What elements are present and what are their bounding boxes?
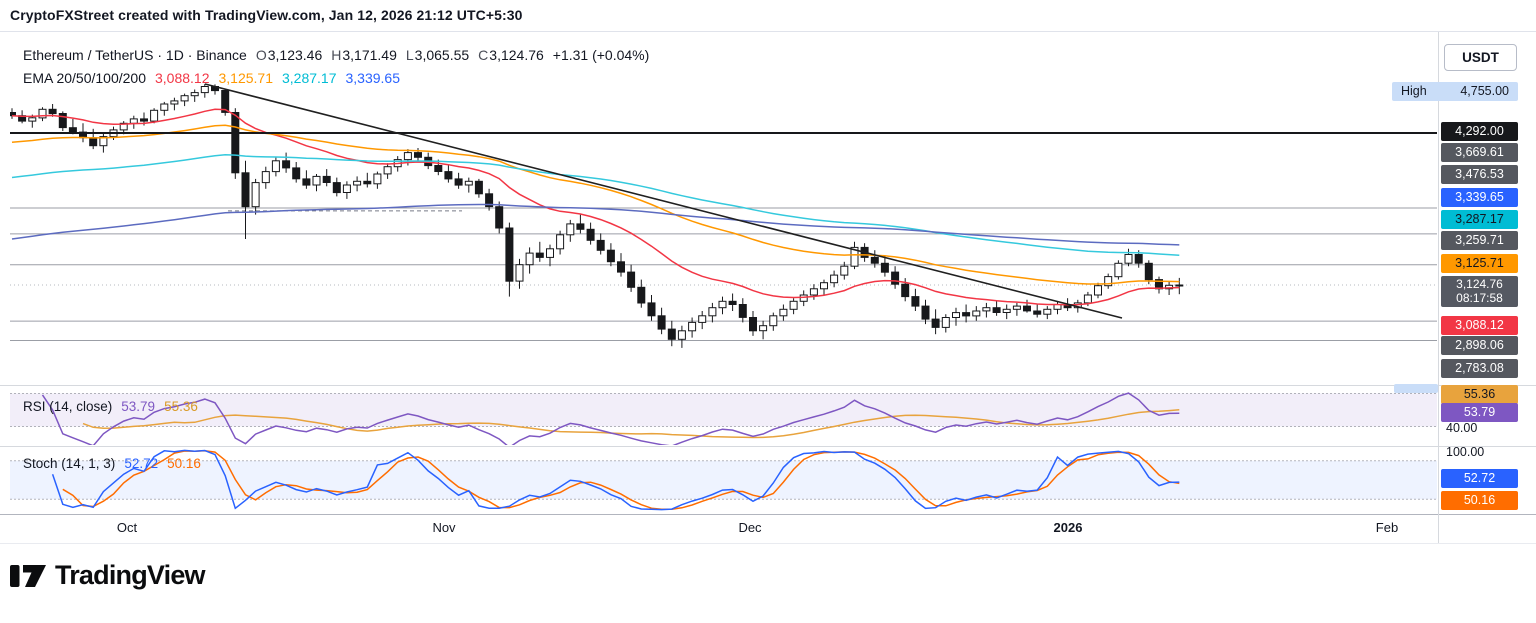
rsi-value: 53.79 [121, 399, 156, 414]
time-axis-label-nov: Nov [432, 520, 456, 535]
time-axis-label-feb: Feb [1375, 520, 1399, 535]
high-price-label-value: 4,755.00 [1460, 84, 1509, 98]
ema-legend-row[interactable]: EMA 20/50/100/200 3,088.12 3,125.71 3,28… [23, 70, 400, 86]
rsi-legend-label: RSI (14, close) [23, 399, 113, 414]
level-3476-label: 3,476.53 [1441, 164, 1518, 184]
ema200-value: 3,339.65 [345, 70, 401, 86]
level-3669-label: 3,669.61 [1441, 142, 1518, 162]
tradingview-logo-icon [10, 564, 46, 587]
ema-legend-label: EMA 20/50/100/200 [23, 70, 146, 86]
currency-toggle-button[interactable]: USDT [1444, 44, 1517, 71]
high-price-label: High 4,755.00 [1392, 81, 1518, 101]
stoch-legend-row[interactable]: Stoch (14, 1, 3) 52.72 50.16 [23, 456, 201, 471]
symbol-title: Ethereum / TetherUS · 1D · Binance [23, 47, 247, 63]
bar-countdown: 08:17:58 [1456, 291, 1503, 305]
high-price-label-prefix: High [1401, 84, 1427, 98]
level-2783-label: 2,783.08 [1441, 358, 1518, 378]
stoch-k-value: 52.72 [124, 456, 159, 471]
ema50-price-label: 3,125.71 [1441, 253, 1518, 273]
stoch-k-value-label: 52.72 [1441, 468, 1518, 488]
rsi-40-label: 40.00 [1446, 421, 1478, 435]
attribution-text: CryptoFXStreet created with TradingView.… [10, 7, 523, 23]
ema20-price-label: 3,088.12 [1441, 315, 1518, 335]
time-axis-label-2026: 2026 [1053, 520, 1083, 535]
ohlc-high: H 3,171.49 [331, 47, 397, 63]
ohlc-change: +1.31 (+0.04%) [552, 47, 650, 63]
rsi-ma-value: 55.36 [164, 399, 198, 414]
ohlc-low: L 3,065.55 [405, 47, 470, 63]
ohlc-open: O 3,123.46 [255, 47, 323, 63]
time-axis[interactable]: Oct Nov Dec 2026 Feb [0, 515, 1436, 543]
ema100-price-label: 3,287.17 [1441, 209, 1518, 229]
ema100-value: 3,287.17 [282, 70, 337, 86]
tradingview-brand-link[interactable]: TradingView [10, 560, 206, 591]
stoch-100-label: 100.00 [1446, 445, 1485, 459]
ohlc-close: C 3,124.76 [478, 47, 544, 63]
level-4292-label: 4,292.00 [1441, 121, 1518, 141]
symbol-legend-row[interactable]: Ethereum / TetherUS · 1D · Binance O 3,12… [23, 47, 649, 63]
rsi-legend-row[interactable]: RSI (14, close) 53.79 55.36 [23, 399, 198, 414]
time-axis-label-dec: Dec [738, 520, 762, 535]
ema50-value: 3,125.71 [218, 70, 274, 86]
time-axis-label-oct: Oct [116, 520, 138, 535]
level-3259-label: 3,259.71 [1441, 230, 1518, 250]
stoch-legend-label: Stoch (14, 1, 3) [23, 456, 116, 471]
level-2898-label: 2,898.06 [1441, 335, 1518, 355]
low-label-fragment [1394, 383, 1438, 393]
last-price-value: 3,124.76 [1456, 277, 1503, 291]
rsi-ma-value-label: 55.36 [1441, 384, 1518, 404]
brand-text: TradingView [55, 560, 206, 590]
ema20-value: 3,088.12 [155, 70, 210, 86]
stoch-d-value-label: 50.16 [1441, 490, 1518, 510]
stoch-d-value: 50.16 [167, 456, 201, 471]
last-price-countdown-label: 3,124.76 08:17:58 [1441, 275, 1518, 307]
ema200-price-label: 3,339.65 [1441, 187, 1518, 207]
rsi-value-label: 53.79 [1441, 402, 1518, 422]
